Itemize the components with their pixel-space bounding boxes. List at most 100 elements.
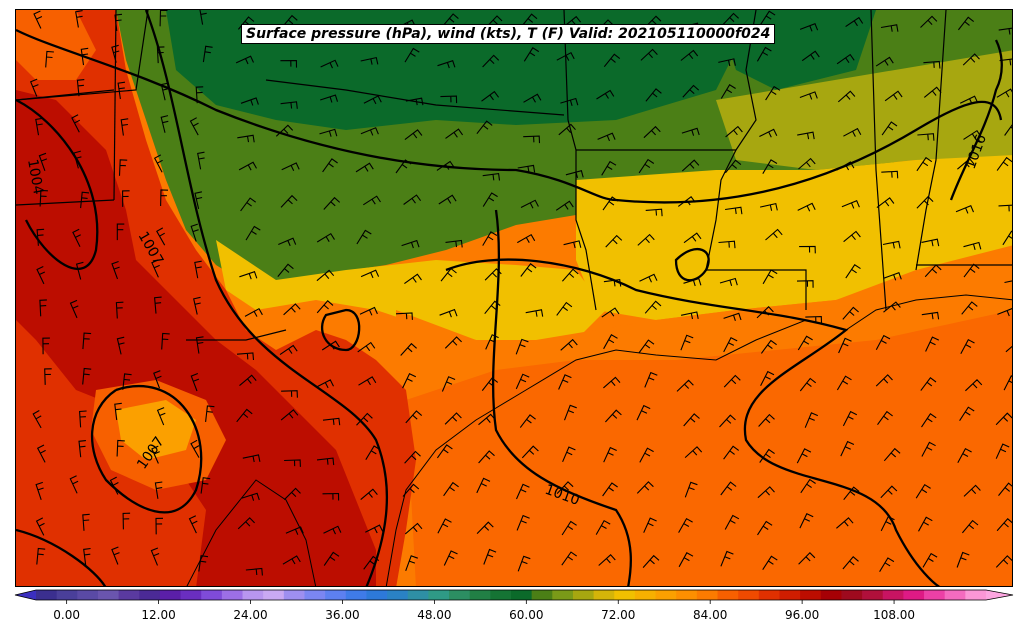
wind-barb xyxy=(925,336,940,352)
wind-barb xyxy=(436,160,455,171)
wind-barb xyxy=(682,84,700,98)
wind-barb xyxy=(596,89,615,100)
wind-barb xyxy=(315,379,334,389)
wind-barb xyxy=(190,372,200,392)
wind-barb xyxy=(245,567,263,576)
wind-barb xyxy=(882,240,901,249)
wind-barb xyxy=(239,271,258,280)
wind-barb xyxy=(437,518,452,534)
coastline xyxy=(186,294,1012,586)
wind-barb xyxy=(405,555,418,571)
wind-barb xyxy=(476,521,494,534)
wind-barb xyxy=(114,402,122,421)
wind-barb xyxy=(35,481,44,500)
wind-barb xyxy=(240,97,259,106)
wind-barb xyxy=(955,204,975,214)
isobar-label-1004: 1004 xyxy=(24,158,46,196)
wind-barb xyxy=(879,557,895,572)
wind-barb xyxy=(39,299,47,317)
wind-barb xyxy=(280,60,298,68)
wind-barb xyxy=(638,339,655,354)
wind-barb xyxy=(114,13,123,32)
wind-barb xyxy=(525,309,544,317)
isobar-1007-west xyxy=(90,384,203,514)
colorbar-swatch xyxy=(97,590,120,600)
wind-barb xyxy=(150,547,160,566)
wind-barb xyxy=(395,159,412,174)
wind-barb xyxy=(200,477,211,494)
wind-barb xyxy=(561,551,578,566)
wind-barb xyxy=(483,548,497,565)
wind-barb xyxy=(436,444,453,459)
colorbar-tick-label: 0.00 xyxy=(53,608,80,622)
wind-barb xyxy=(316,269,335,282)
wind-barb xyxy=(280,101,298,109)
wind-barb xyxy=(923,86,942,98)
wind-barb xyxy=(519,414,536,428)
wind-barb xyxy=(676,379,694,392)
wind-barb xyxy=(681,127,700,136)
wind-barb xyxy=(681,159,700,172)
wind-barb xyxy=(603,376,621,389)
wind-barb xyxy=(639,447,654,463)
colorbar-swatch xyxy=(572,590,595,600)
colorbar-swatch xyxy=(800,590,822,600)
wind-barb xyxy=(923,60,941,69)
colorbar-swatch xyxy=(924,590,946,600)
wind-barb xyxy=(517,233,536,244)
temperature-region-olive-ne xyxy=(716,50,1012,170)
wind-barb xyxy=(602,482,618,497)
wind-barb xyxy=(636,404,651,421)
wind-barb xyxy=(960,338,975,355)
colorbar-swatch xyxy=(77,590,99,600)
wind-barb xyxy=(405,410,423,424)
colorbar-swatch xyxy=(758,590,780,600)
wind-barb xyxy=(880,515,895,532)
wind-barb xyxy=(804,412,819,428)
wind-barb xyxy=(240,197,257,212)
wind-barb xyxy=(956,551,970,568)
wind-barb xyxy=(284,459,301,467)
wind-barb xyxy=(759,128,778,138)
wind-barb xyxy=(523,93,542,103)
wind-barb xyxy=(1002,230,1012,246)
wind-barb xyxy=(71,114,81,133)
wind-barb xyxy=(33,10,43,29)
wind-barb xyxy=(521,13,538,27)
wind-barb xyxy=(151,445,160,464)
wind-barb xyxy=(521,445,539,459)
wind-barb xyxy=(842,410,858,427)
wind-barb xyxy=(482,54,500,68)
wind-barb xyxy=(357,341,376,353)
colorbar-outline xyxy=(14,589,1014,601)
isobar-1013-loop xyxy=(674,248,710,282)
wind-barb xyxy=(194,191,203,210)
colorbar-swatch xyxy=(159,590,182,600)
wind-barb xyxy=(42,337,50,355)
wind-barb xyxy=(725,206,743,215)
wind-barb xyxy=(36,266,46,285)
wind-barb xyxy=(520,263,537,277)
wind-barb xyxy=(115,301,124,319)
wind-barb xyxy=(875,56,894,67)
wind-barb xyxy=(438,194,457,205)
wind-barb xyxy=(280,409,299,421)
wind-barb xyxy=(116,336,125,355)
wind-barb xyxy=(880,24,899,32)
colorbar-swatch xyxy=(593,590,615,600)
wind-barb xyxy=(920,377,937,391)
wind-barb xyxy=(843,127,862,137)
wind-barb xyxy=(281,14,298,29)
wind-barb xyxy=(916,195,934,209)
wind-barb xyxy=(558,374,572,390)
wind-barb xyxy=(32,410,42,429)
wind-barb xyxy=(684,446,703,459)
wind-barb xyxy=(605,234,623,248)
wind-barb xyxy=(723,336,738,353)
wind-barb xyxy=(360,56,379,65)
map-panel: 1004 1007 1007 1010 1016 Surface pressur… xyxy=(15,9,1013,587)
colorbar-swatch xyxy=(428,590,450,600)
wind-barb xyxy=(205,405,215,422)
wind-barb xyxy=(959,406,975,421)
wind-barb xyxy=(515,483,530,500)
